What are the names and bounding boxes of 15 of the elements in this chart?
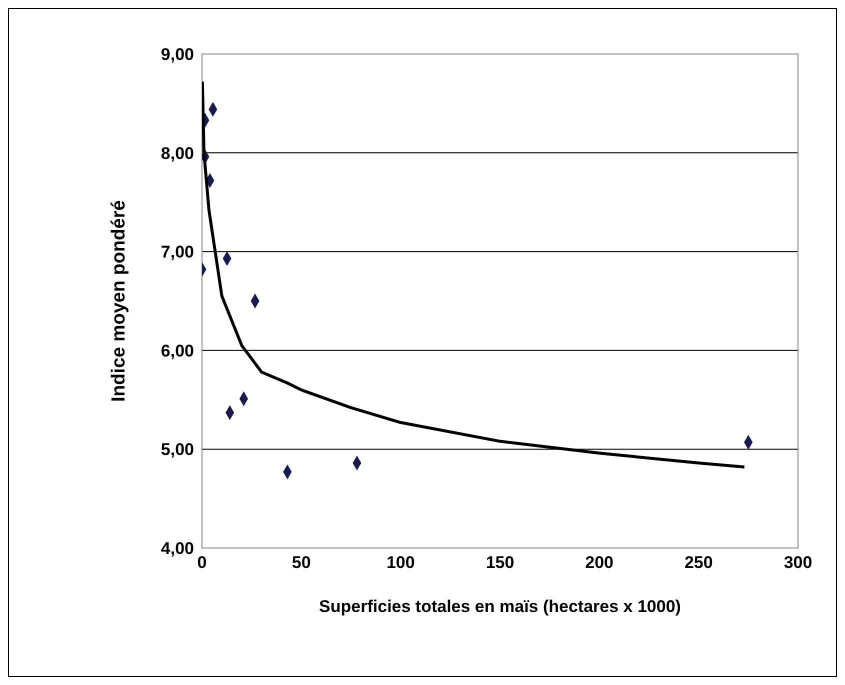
x-tick-label: 200 <box>585 553 614 572</box>
y-axis-title: Indice moyen pondéré <box>108 200 130 402</box>
y-tick-label: 9,00 <box>160 45 194 64</box>
x-tick-label: 300 <box>784 553 812 572</box>
y-tick-label: 4,00 <box>160 539 194 558</box>
x-tick-label: 0 <box>197 553 207 572</box>
y-tick-label: 5,00 <box>160 440 194 460</box>
x-tick-label: 100 <box>386 553 415 572</box>
x-tick-label: 150 <box>486 553 514 572</box>
y-tick-label: 8,00 <box>160 144 194 163</box>
y-tick-label: 7,00 <box>160 242 194 262</box>
y-tick-label: 6,00 <box>160 341 194 360</box>
x-tick-label: 250 <box>684 553 713 572</box>
x-axis-title: Superficies totales en maïs (hectares x 1000) <box>319 597 681 616</box>
x-tick-label: 50 <box>292 553 311 572</box>
